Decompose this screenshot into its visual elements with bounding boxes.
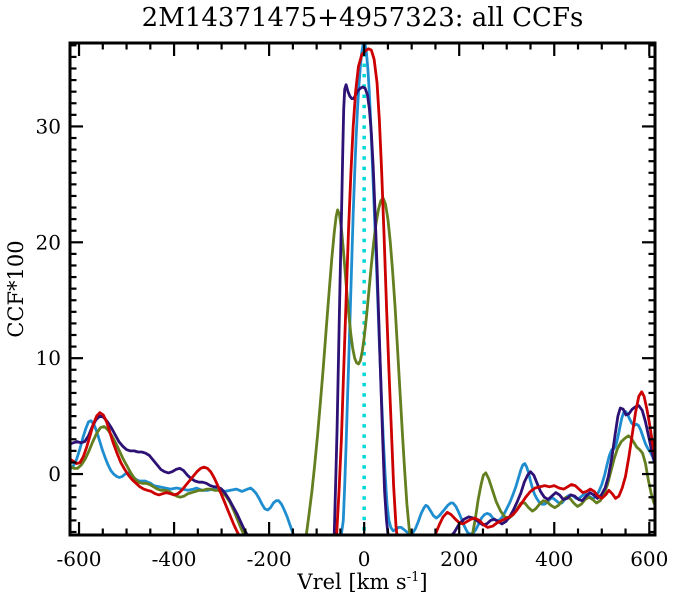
- x-tick-label: 600: [630, 547, 668, 571]
- ccf-curve-navy: [71, 83, 654, 534]
- y-tick-label: 0: [48, 462, 61, 486]
- ccf-curve-olive: [71, 196, 654, 534]
- x-tick-label: 0: [358, 547, 371, 571]
- x-tick-label: -600: [57, 547, 102, 571]
- x-tick-label: 200: [440, 547, 478, 571]
- x-tick-label: -200: [247, 547, 292, 571]
- y-tick-label: 30: [36, 114, 61, 138]
- chart-title: 2M14371475+4957323: all CCFs: [141, 3, 584, 33]
- x-tick-label: -400: [152, 547, 197, 571]
- x-axis-label-close: ]: [419, 570, 428, 594]
- ccf-curve-red: [71, 47, 654, 534]
- y-tick-label: 10: [36, 346, 61, 370]
- x-axis-label-exponent: -1: [406, 570, 420, 585]
- x-axis-label: Vrel [km s-1]: [70, 570, 655, 594]
- plot-area: [71, 44, 654, 534]
- y-axis-label: CCF*100: [4, 240, 28, 338]
- x-axis-label-text: Vrel [km s: [297, 570, 407, 594]
- x-tick-label: 400: [535, 547, 573, 571]
- y-tick-label: 20: [36, 230, 61, 254]
